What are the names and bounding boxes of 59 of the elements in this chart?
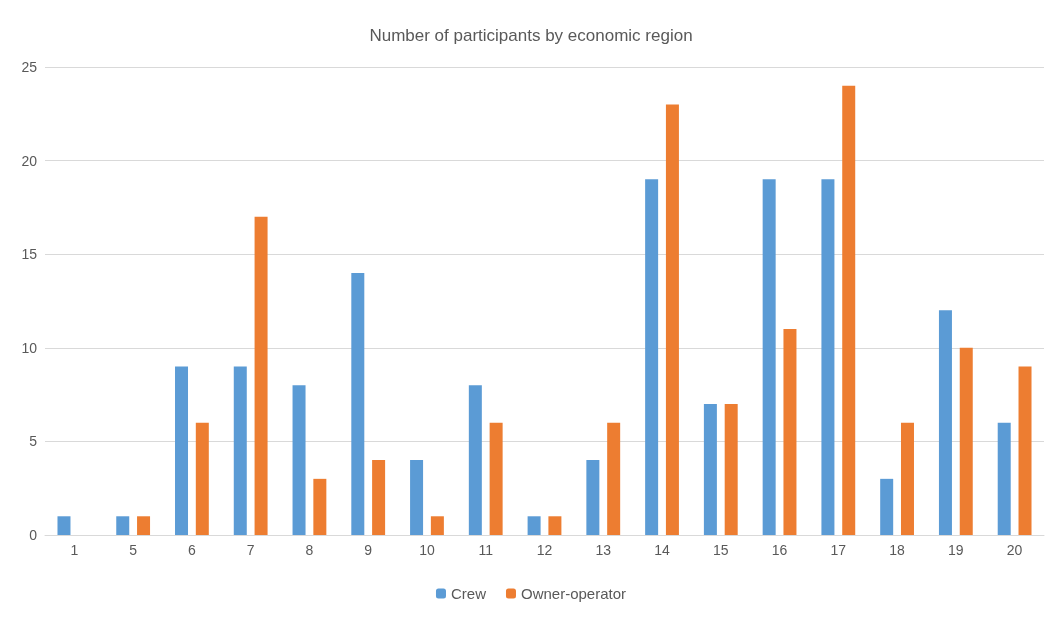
bar	[313, 478, 327, 535]
bar	[489, 422, 503, 535]
x-tick-label: 15	[713, 542, 729, 558]
y-tick-label: 15	[21, 246, 38, 263]
x-tick-label: 5	[129, 542, 138, 558]
bar	[724, 403, 738, 535]
bar	[175, 366, 189, 535]
bar	[938, 310, 952, 535]
legend-label: Crew	[450, 585, 487, 602]
x-tick-label: 20	[1006, 542, 1023, 558]
x-tick-label: 14	[654, 542, 671, 558]
legend-label: Owner-operator	[520, 585, 627, 602]
x-tick-label: 8	[305, 542, 314, 558]
bar	[665, 104, 679, 535]
x-tick-label: 7	[246, 542, 255, 558]
x-tick-label: 13	[595, 542, 612, 558]
bar	[195, 422, 209, 535]
bar	[880, 478, 894, 535]
bar	[430, 516, 444, 535]
y-tick-label: 5	[29, 433, 38, 450]
bar	[410, 460, 424, 535]
bar	[997, 422, 1011, 535]
x-tick-label: 1	[70, 542, 79, 558]
bar	[703, 403, 717, 535]
x-tick-label: 6	[188, 542, 197, 558]
bar	[116, 516, 130, 535]
bar	[527, 516, 541, 535]
bar	[351, 272, 365, 535]
bar	[137, 516, 151, 535]
y-tick-label: 10	[21, 339, 38, 356]
bar	[607, 422, 621, 535]
bar	[1018, 366, 1032, 535]
bar	[372, 460, 386, 535]
x-tick-label: 11	[478, 542, 494, 558]
bar	[254, 216, 268, 535]
bar	[233, 366, 247, 535]
bar	[762, 179, 776, 535]
bar	[548, 516, 562, 535]
bar	[586, 460, 600, 535]
bar	[57, 516, 71, 535]
x-tick-label: 18	[889, 542, 906, 558]
x-tick-label: 19	[948, 542, 964, 558]
chart-title: Number of participants by economic region	[369, 26, 693, 45]
bar	[959, 347, 973, 535]
x-tick-label: 12	[536, 542, 553, 558]
bar	[900, 422, 914, 535]
y-tick-label: 25	[21, 59, 38, 75]
x-tick-label: 17	[830, 542, 847, 558]
bar	[842, 85, 856, 535]
bar	[783, 329, 797, 535]
y-tick-label: 0	[29, 527, 38, 543]
bar	[468, 385, 482, 535]
bar	[292, 385, 306, 535]
bar	[645, 179, 659, 535]
bar	[821, 179, 835, 535]
x-tick-label: 9	[364, 542, 373, 558]
y-tick-label: 20	[21, 152, 38, 169]
x-tick-label: 16	[771, 542, 788, 558]
x-tick-label: 10	[419, 542, 435, 558]
